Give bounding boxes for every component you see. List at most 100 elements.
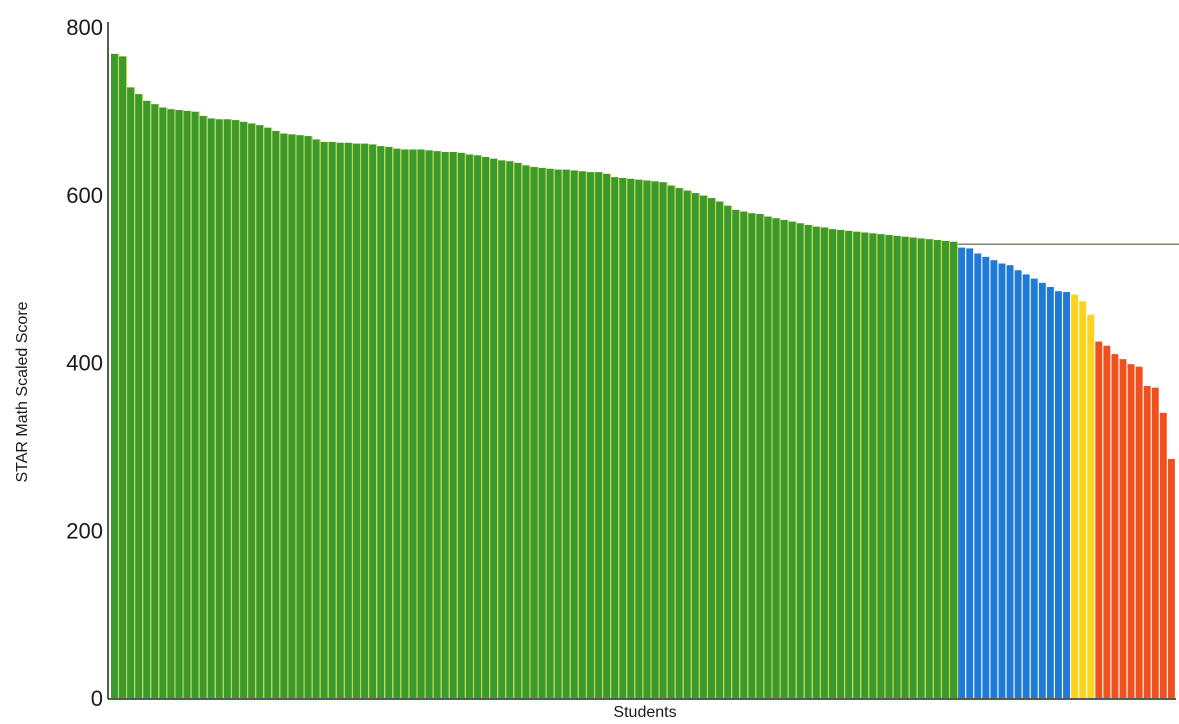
bar-separator — [844, 229, 846, 699]
bar-separator — [279, 131, 281, 698]
bar-separator — [319, 139, 321, 698]
bar-red — [1111, 354, 1119, 698]
bar-separator — [610, 173, 612, 698]
bar-separator — [287, 133, 289, 698]
bar-green — [667, 185, 675, 698]
bar-separator — [924, 238, 926, 699]
bar-green — [643, 180, 651, 699]
y-tick-label: 600 — [66, 183, 103, 208]
bar-green — [207, 118, 215, 699]
bar-green — [546, 168, 554, 698]
bar-green — [699, 195, 707, 698]
bar-separator — [481, 155, 483, 698]
bar-blue — [1022, 274, 1030, 698]
bar-green — [877, 234, 885, 699]
bar-green — [691, 193, 699, 698]
bar-green — [942, 240, 949, 698]
bar-green — [909, 237, 917, 698]
bar-separator — [771, 216, 773, 698]
bar-blue — [990, 260, 998, 698]
bar-green — [740, 211, 748, 698]
bar-green — [264, 127, 272, 698]
bar-yellow — [1079, 301, 1087, 698]
bar-separator — [206, 115, 208, 698]
bar-separator — [343, 142, 345, 698]
bar-green — [296, 135, 304, 698]
bar-separator — [803, 223, 805, 698]
bar-green — [223, 119, 231, 698]
bar-separator — [166, 107, 168, 698]
bar-green — [482, 157, 490, 698]
bar-separator — [811, 224, 813, 698]
bar-green — [320, 141, 328, 698]
bar-separator — [359, 143, 362, 699]
bar-green — [603, 173, 611, 698]
bar-separator — [674, 185, 676, 698]
bar-separator — [230, 119, 233, 698]
bar-green — [821, 227, 828, 698]
bar-green — [925, 239, 933, 698]
bar-green — [417, 149, 425, 698]
bar-separator — [295, 134, 297, 699]
bar-red — [1119, 359, 1127, 698]
bar-separator — [134, 87, 136, 698]
bar-green — [328, 141, 336, 698]
bar-green — [159, 107, 167, 698]
bar-separator — [569, 169, 571, 699]
bar-blue — [958, 247, 966, 698]
bar-green — [635, 179, 643, 698]
bar-green — [675, 188, 683, 699]
bar-red — [1095, 341, 1103, 698]
bar-green — [514, 162, 522, 698]
bar-green — [619, 177, 627, 699]
bar-green — [377, 146, 385, 699]
bar-separator — [827, 227, 830, 698]
bar-separator — [795, 221, 797, 698]
bar-separator — [876, 233, 878, 698]
bar-separator — [198, 111, 200, 698]
bar-green — [756, 214, 764, 699]
bar-green — [578, 171, 586, 698]
bar-green — [837, 229, 845, 699]
y-axis-title: STAR Math Scaled Score — [14, 301, 31, 482]
bar-green — [353, 143, 360, 699]
bar-yellow — [1087, 314, 1095, 698]
bar-green — [167, 109, 175, 698]
bar-green — [861, 232, 869, 699]
bar-green — [587, 172, 594, 699]
bar-green — [127, 87, 135, 698]
bar-red — [1159, 412, 1167, 698]
bar-green — [474, 155, 482, 698]
bar-green — [336, 142, 344, 698]
bar-green — [611, 177, 619, 698]
bar-green — [401, 149, 409, 698]
bar-separator — [868, 232, 870, 699]
bar-separator — [351, 142, 354, 698]
bar-separator — [763, 214, 765, 699]
bar-green — [732, 209, 740, 698]
bar-separator — [658, 181, 660, 698]
bar-separator — [190, 110, 192, 699]
bar-green — [280, 133, 288, 698]
y-tick-label: 800 — [66, 15, 103, 40]
bar-green — [829, 229, 837, 698]
bar-separator — [392, 146, 394, 698]
bar-separator — [706, 195, 709, 698]
bar-separator — [948, 240, 951, 698]
bar-separator — [271, 127, 273, 698]
bar-separator — [714, 198, 717, 699]
bars-layer — [111, 53, 1175, 699]
bar-green — [272, 131, 280, 698]
bar-blue — [1006, 265, 1014, 698]
bar-green — [183, 110, 191, 699]
bar-separator — [400, 148, 402, 698]
bar-separator — [142, 94, 144, 699]
bar-green — [804, 224, 812, 698]
bar-separator — [553, 168, 555, 698]
bar-red — [1103, 345, 1111, 698]
bar-green — [506, 161, 514, 698]
bar-separator — [158, 104, 160, 698]
bar-separator — [464, 152, 466, 698]
bar-green — [240, 121, 248, 698]
bar-green — [845, 230, 853, 698]
